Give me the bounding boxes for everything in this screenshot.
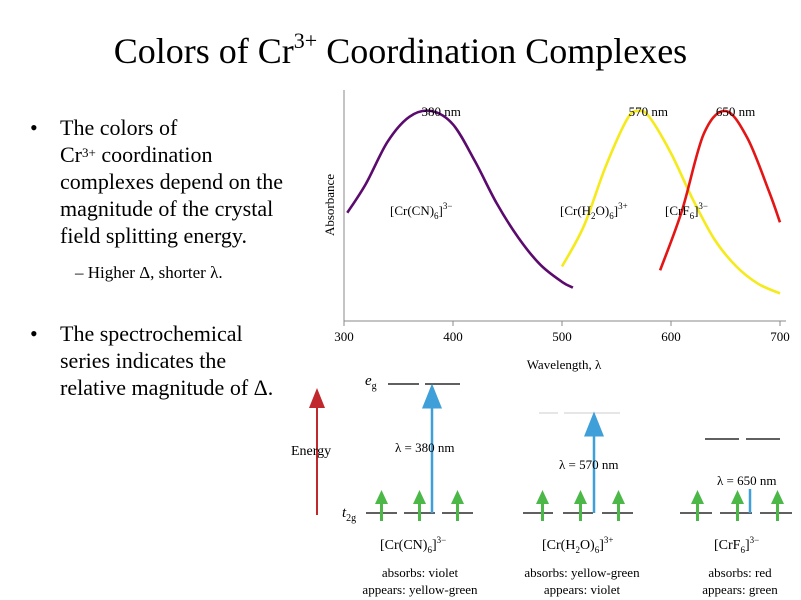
absorbance-chart: Absorbance Wavelength, λ 300 400 500 600 700… bbox=[322, 90, 790, 372]
sub-bullet: – Higher Δ, shorter λ. bbox=[75, 263, 223, 282]
bullet-1-line-5: field splitting energy. bbox=[60, 223, 247, 248]
bullet-dot: • bbox=[30, 115, 38, 140]
series-label: [CrF6]3− bbox=[665, 201, 708, 221]
bullet-dot: • bbox=[30, 321, 38, 346]
x-tick-label: 400 bbox=[443, 329, 463, 344]
complex-formula: [CrF6]3− bbox=[714, 535, 759, 555]
peak-label: 650 nm bbox=[716, 104, 755, 119]
absorbs-label: absorbs: red bbox=[708, 565, 772, 580]
series-label: [Cr(H2O)6]3+ bbox=[560, 201, 628, 221]
t2g-electron-arrows bbox=[375, 490, 464, 521]
bullet-2-line-1: The spectrochemical bbox=[60, 321, 243, 346]
page-title: Colors of Cr3+ Coordination Complexes bbox=[113, 28, 688, 71]
lambda-label: λ = 570 nm bbox=[559, 457, 619, 472]
appears-label: appears: violet bbox=[544, 582, 621, 597]
complex-f: λ = 650 nm [CrF6]3− absorbs: red appears… bbox=[680, 438, 792, 597]
t2g-label: t2g bbox=[342, 505, 356, 524]
complex-formula: [Cr(CN)6]3− bbox=[380, 535, 446, 555]
absorbance-curve-3 bbox=[658, 109, 782, 271]
complex-formula: [Cr(H2O)6]3+ bbox=[542, 535, 613, 555]
bullet-1-line-2: Cr3+ coordination bbox=[60, 142, 213, 167]
x-axis-label: Wavelength, λ bbox=[527, 357, 602, 372]
peak-label: 570 nm bbox=[629, 104, 668, 119]
x-tick-label: 300 bbox=[334, 329, 354, 344]
appears-label: appears: green bbox=[702, 582, 778, 597]
t2g-electron-arrows bbox=[536, 490, 625, 521]
bullet-1: • The colors of Cr3+ coordination comple… bbox=[30, 114, 283, 249]
complex-cn: λ = 380 nm [Cr(CN)6]3− absorbs: violet a… bbox=[362, 383, 478, 597]
x-tick-label: 600 bbox=[661, 329, 681, 344]
appears-label: appears: yellow-green bbox=[362, 582, 478, 597]
bullet-2-line-3: relative magnitude of Δ. bbox=[60, 375, 274, 400]
bullet-1-line-3: complexes depend on the bbox=[60, 169, 283, 194]
eg-label: eg bbox=[365, 373, 377, 392]
absorbance-curve-1 bbox=[346, 109, 574, 289]
lambda-label: λ = 380 nm bbox=[395, 440, 455, 455]
lambda-label: λ = 650 nm bbox=[717, 473, 777, 488]
x-tick-label: 500 bbox=[552, 329, 572, 344]
series-label: [Cr(CN)6]3− bbox=[390, 201, 452, 221]
energy-label: Energy bbox=[291, 444, 331, 459]
bullet-2-line-2: series indicates the bbox=[60, 348, 227, 373]
x-tick-label: 700 bbox=[770, 329, 790, 344]
bullet-2: • The spectrochemical series indicates t… bbox=[30, 320, 274, 401]
absorbs-label: absorbs: violet bbox=[382, 565, 459, 580]
bullet-1-line-4: magnitude of the crystal bbox=[60, 196, 274, 221]
energy-diagram: Energy eg t2g λ = 380 nm [Cr(CN)6]3− abs… bbox=[291, 373, 792, 597]
y-axis-label: Absorbance bbox=[322, 174, 337, 236]
t2g-electron-arrows bbox=[691, 490, 784, 521]
absorbs-label: absorbs: yellow-green bbox=[524, 565, 640, 580]
bullet-1-line-1: The colors of bbox=[60, 115, 178, 140]
absorbance-curve-2 bbox=[560, 109, 781, 295]
peak-label: 380 nm bbox=[422, 104, 461, 119]
complex-h2o: λ = 570 nm [Cr(H2O)6]3+ absorbs: yellow-… bbox=[523, 411, 640, 597]
